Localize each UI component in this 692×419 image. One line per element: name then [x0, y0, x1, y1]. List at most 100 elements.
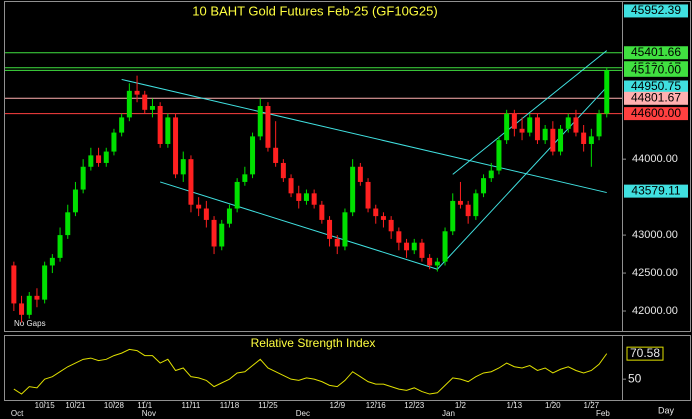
level-box: [624, 4, 688, 18]
candle-body: [511, 113, 517, 129]
candle-body: [327, 219, 333, 239]
candle-body: [134, 90, 140, 95]
x-tick-label: 11/11: [182, 401, 201, 410]
candle-body: [149, 106, 155, 110]
candle-body: [273, 147, 279, 163]
candle-body: [119, 117, 125, 133]
level-box: [624, 184, 688, 198]
value-label: 70.58: [630, 346, 660, 360]
candle-body: [573, 117, 579, 133]
candle-body: [96, 155, 102, 163]
candle-body: [265, 106, 271, 148]
candle-body: [80, 166, 86, 190]
candle-body: [180, 159, 186, 175]
candle-body: [434, 261, 440, 266]
candle-body: [11, 265, 17, 304]
candle-body: [542, 128, 548, 141]
y-tick-label: 44000.00: [632, 153, 678, 165]
level-label: 44950.75: [631, 79, 681, 93]
x-tick-label: 10/21: [65, 401, 86, 410]
candle-body: [242, 174, 248, 182]
x-tick-label: 10/28: [104, 401, 125, 410]
candle-body: [565, 117, 571, 129]
x-tick-label: 1/13: [507, 401, 523, 410]
candle-body: [504, 113, 510, 141]
candle-body: [481, 178, 487, 194]
candle-body: [596, 113, 602, 137]
y-tick-label: 43000.00: [632, 229, 678, 241]
candle-body: [103, 151, 109, 163]
candle-body: [519, 128, 525, 133]
x-tick-label: 11/18: [220, 401, 240, 410]
candle-body: [280, 162, 286, 179]
month-label: Oct: [11, 409, 24, 418]
y-tick-label: 42500.00: [632, 267, 678, 279]
level-label: 44600.00: [631, 106, 681, 120]
trendline: [452, 50, 608, 175]
candle-body: [296, 193, 302, 201]
level-label: 45401.66: [631, 45, 681, 59]
candle-body: [527, 117, 533, 133]
candle-body: [550, 128, 556, 152]
candle-body: [165, 117, 171, 144]
level-box: [624, 91, 688, 105]
candle-body: [111, 132, 117, 152]
candle-body: [203, 208, 209, 220]
candle-body: [450, 200, 456, 232]
x-unit-label: Day: [658, 405, 675, 415]
candle-body: [65, 212, 71, 236]
candle-body: [26, 295, 32, 315]
candle-body: [303, 193, 309, 201]
candle-body: [250, 136, 256, 175]
month-label: Nov: [142, 409, 156, 418]
indicator-frame: [4, 335, 691, 401]
candle-body: [188, 159, 194, 205]
candle-body: [419, 242, 425, 258]
value-box: [626, 346, 664, 361]
level-label: 45170.00: [631, 63, 681, 77]
x-tick-label: 11/1: [137, 401, 153, 410]
candle-body: [350, 166, 356, 213]
x-tick-label: 1/20: [545, 401, 561, 410]
candle-body: [57, 235, 63, 258]
candle-body: [581, 132, 587, 144]
candle-body: [257, 106, 263, 137]
level-box: [624, 80, 688, 94]
candle-body: [126, 90, 132, 118]
candle-body: [334, 238, 340, 247]
candle-body: [558, 128, 564, 152]
level-label: 43579.11: [631, 183, 680, 197]
candle-body: [234, 181, 240, 209]
trendline: [159, 181, 438, 270]
candle-body: [311, 193, 317, 205]
candle-body: [473, 193, 479, 217]
candle-body: [442, 231, 448, 262]
indicator-line: [13, 348, 608, 395]
candle-body: [142, 94, 148, 110]
candle-body: [380, 216, 386, 220]
y-tick-label: 50: [628, 371, 642, 385]
level-box: [624, 107, 688, 121]
candle-body: [288, 178, 294, 194]
x-tick-label: 12/9: [329, 401, 345, 410]
candle-body: [411, 242, 417, 251]
candle-body: [588, 136, 594, 144]
x-tick-label: 1/27: [584, 401, 600, 410]
candle-body: [604, 70, 610, 114]
candle-body: [34, 295, 40, 300]
month-label: Feb: [596, 409, 610, 418]
level-label: 44801.67: [631, 90, 681, 104]
candle-body: [427, 257, 433, 266]
candle-body: [342, 212, 348, 247]
level-box: [624, 46, 688, 60]
candle-body: [357, 166, 363, 182]
trendline: [436, 86, 608, 270]
candle-body: [457, 200, 463, 205]
candle-body: [396, 231, 402, 243]
month-label: Dec: [296, 409, 310, 418]
candle-body: [488, 170, 494, 179]
x-tick-label: 1/2: [455, 401, 467, 410]
level-box: [624, 63, 688, 77]
